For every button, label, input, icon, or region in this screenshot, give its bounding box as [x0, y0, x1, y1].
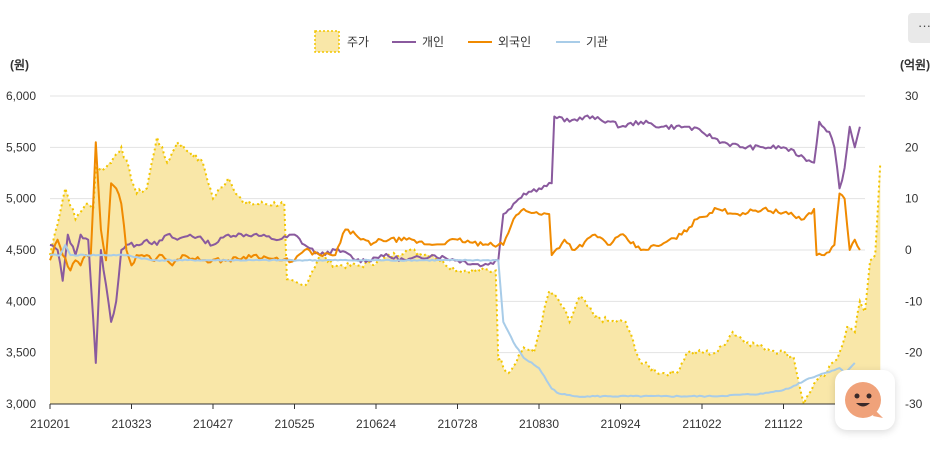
series-institution-line — [49, 243, 856, 398]
left-tick-label: 3,500 — [6, 346, 36, 360]
x-tick-label: 210624 — [356, 417, 396, 431]
right-tick-label: 0 — [905, 243, 912, 257]
series-foreign-line — [49, 141, 861, 272]
series-price[interactable] — [49, 136, 882, 408]
series-foreign[interactable] — [49, 141, 861, 272]
plot-area — [49, 114, 882, 408]
x-tick-label: 210427 — [193, 417, 233, 431]
left-tick-label: 4,000 — [6, 294, 36, 308]
legend-item-price[interactable]: 주가 — [314, 30, 369, 53]
right-tick-label: 30 — [905, 89, 919, 103]
x-tick-label: 210830 — [519, 417, 559, 431]
legend-label-institution: 기관 — [586, 35, 608, 49]
chat-bot-icon — [845, 382, 883, 418]
left-tick-label: 5,000 — [6, 192, 36, 206]
x-tick-label: 210201 — [30, 417, 70, 431]
left-tick-label: 6,000 — [6, 89, 36, 103]
series-institution[interactable] — [49, 243, 856, 398]
legend-label-price: 주가 — [347, 35, 369, 49]
right-tick-label: 20 — [905, 140, 919, 154]
right-axis-ticks: -30 -20 -10 0 10 20 30 — [905, 89, 923, 411]
legend-item-individual[interactable]: 개인 — [392, 35, 444, 49]
left-tick-label: 4,500 — [6, 243, 36, 257]
x-tick-label: 211022 — [682, 417, 721, 431]
legend-label-foreign: 외국인 — [498, 35, 531, 49]
legend-swatch-price — [314, 30, 340, 53]
price-area-fill — [50, 137, 881, 404]
x-tick-label: 210924 — [600, 417, 640, 431]
right-tick-label: -10 — [905, 294, 923, 308]
left-tick-label: 5,500 — [6, 140, 36, 154]
right-tick-label: 10 — [905, 192, 919, 206]
right-axis-unit: (억원) — [900, 58, 930, 72]
x-tick-label: 210525 — [274, 417, 314, 431]
legend: 주가 개인 외국인 기관 — [314, 30, 608, 53]
price-line — [49, 136, 882, 408]
legend-item-foreign[interactable]: 외국인 — [468, 35, 531, 49]
right-tick-label: -30 — [905, 397, 923, 411]
legend-label-individual: 개인 — [422, 35, 444, 49]
left-axis-unit: (원) — [10, 58, 29, 72]
chart-menu-button[interactable]: ··· — [908, 13, 930, 43]
x-tick-label: 211122 — [764, 417, 803, 431]
legend-item-institution[interactable]: 기관 — [556, 35, 608, 49]
x-tick-label: 210728 — [437, 417, 477, 431]
right-tick-label: -20 — [905, 346, 923, 360]
x-axis-ticks: 210201 210323 210427 210525 210624 210728 2108… — [30, 404, 857, 431]
left-tick-label: 3,000 — [6, 397, 36, 411]
left-axis-ticks: 3,000 3,500 4,000 4,500 5,000 5,500 6,000 — [6, 89, 36, 411]
chat-widget[interactable] — [835, 370, 895, 430]
x-tick-label: 210323 — [111, 417, 151, 431]
